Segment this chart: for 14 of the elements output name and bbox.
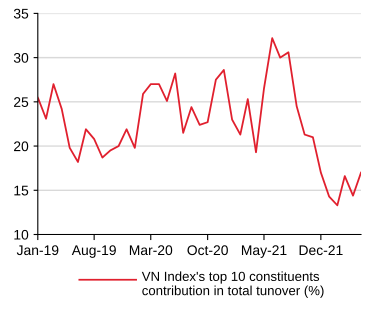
x-tick-label: Jan-19: [16, 245, 58, 256]
y-tick-label: 25: [14, 97, 28, 108]
x-tick-label: Mar-20: [130, 245, 172, 256]
y-tick-label: 15: [14, 186, 28, 196]
y-tick-label: 35: [14, 8, 28, 19]
line-series: [38, 37, 361, 206]
y-tick-label: 30: [14, 52, 28, 63]
x-tick-label: Aug-19: [72, 245, 116, 258]
y-tick-label: 10: [14, 230, 28, 240]
legend-label: VN Index's top 10 constituents contribution in total tunover (%): [142, 271, 324, 298]
x-tick-label: May-21: [242, 245, 286, 258]
x-tick-label: Oct-20: [187, 245, 228, 256]
y-tick-label: 20: [14, 141, 28, 152]
x-tick-label: Dec-21: [300, 245, 343, 256]
